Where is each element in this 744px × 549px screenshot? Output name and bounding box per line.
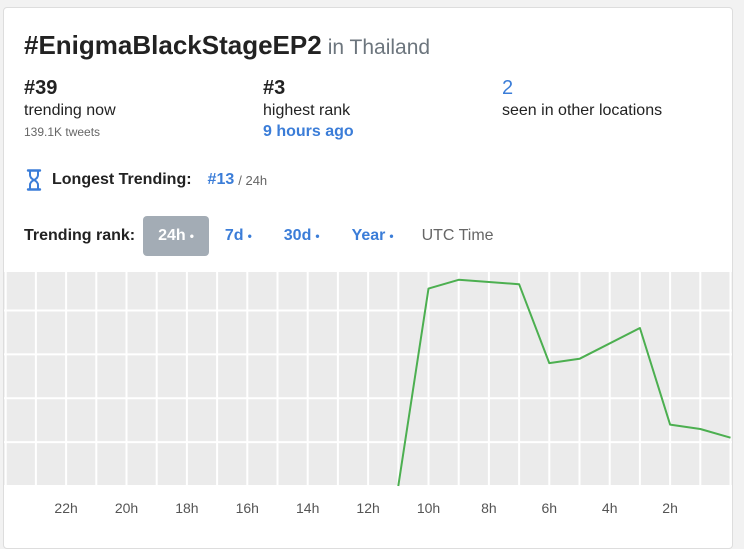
x-tick-label: 6h [542,500,558,516]
other-locations-count[interactable]: 2 [502,77,514,99]
dot-icon: • [247,229,252,243]
longest-trending-rank[interactable]: #13 [207,171,235,188]
dot-icon: • [189,229,194,243]
longest-trending-duration: / 24h [238,172,268,188]
hashtag-title[interactable]: #EnigmaBlackStageEP2 [24,30,322,60]
timezone-toggle[interactable]: UTC Time [421,227,494,244]
range-30d-button[interactable]: 30d • [268,216,336,256]
range-selector: Trending rank: 24h • 7d • 30d • Year • UTC T… [24,216,494,256]
highest-rank: #3 [263,77,286,99]
x-tick-label: 14h [296,500,319,516]
range-24h-label: 24h [158,227,186,244]
stat-other-locations: 2 seen in other locations [502,76,662,122]
range-year-label: Year [351,227,386,244]
range-7d-label: 7d [224,227,244,244]
current-label: trending now [24,102,116,119]
stat-highest: #3 highest rank 9 hours ago [263,76,354,142]
x-tick-label: 10h [417,500,440,516]
highest-label: highest rank [263,102,351,119]
trend-card: #EnigmaBlackStageEP2 in Thailand #39 tren… [3,7,733,549]
rank-series-line [397,278,731,487]
dot-icon: • [315,229,320,243]
x-tick-label: 8h [481,500,497,516]
highest-time-link[interactable]: 9 hours ago [263,123,354,140]
x-tick-label: 12h [356,500,379,516]
x-tick-label: 18h [175,500,198,516]
page-title: #EnigmaBlackStageEP2 in Thailand [24,30,430,61]
hourglass-icon [26,169,42,191]
other-locations-label: seen in other locations [502,102,663,119]
x-tick-label: 22h [54,500,77,516]
x-tick-label: 20h [115,500,138,516]
range-30d-label: 30d [283,227,312,244]
dot-icon: • [389,229,394,243]
current-rank: #39 [24,77,58,99]
tweet-count: 139.1K tweets [24,125,101,139]
x-tick-label: 4h [602,500,618,516]
range-7d-button[interactable]: 7d • [209,216,268,256]
longest-trending: Longest Trending: #13 / 24h [26,168,267,192]
x-tick-label: 16h [236,500,259,516]
longest-trending-label: Longest Trending: [52,171,192,188]
range-24h-button[interactable]: 24h • [143,216,209,256]
location-label: in Thailand [327,36,431,59]
range-label: Trending rank: [24,227,136,244]
x-tick-label: 2h [662,500,678,516]
rank-chart[interactable]: 22h 20h 18h 16h 14h 12h 10h 8h 6h 4h 2h [4,271,732,542]
stat-current: #39 trending now 139.1K tweets [24,76,116,142]
range-year-button[interactable]: Year • [336,216,410,256]
